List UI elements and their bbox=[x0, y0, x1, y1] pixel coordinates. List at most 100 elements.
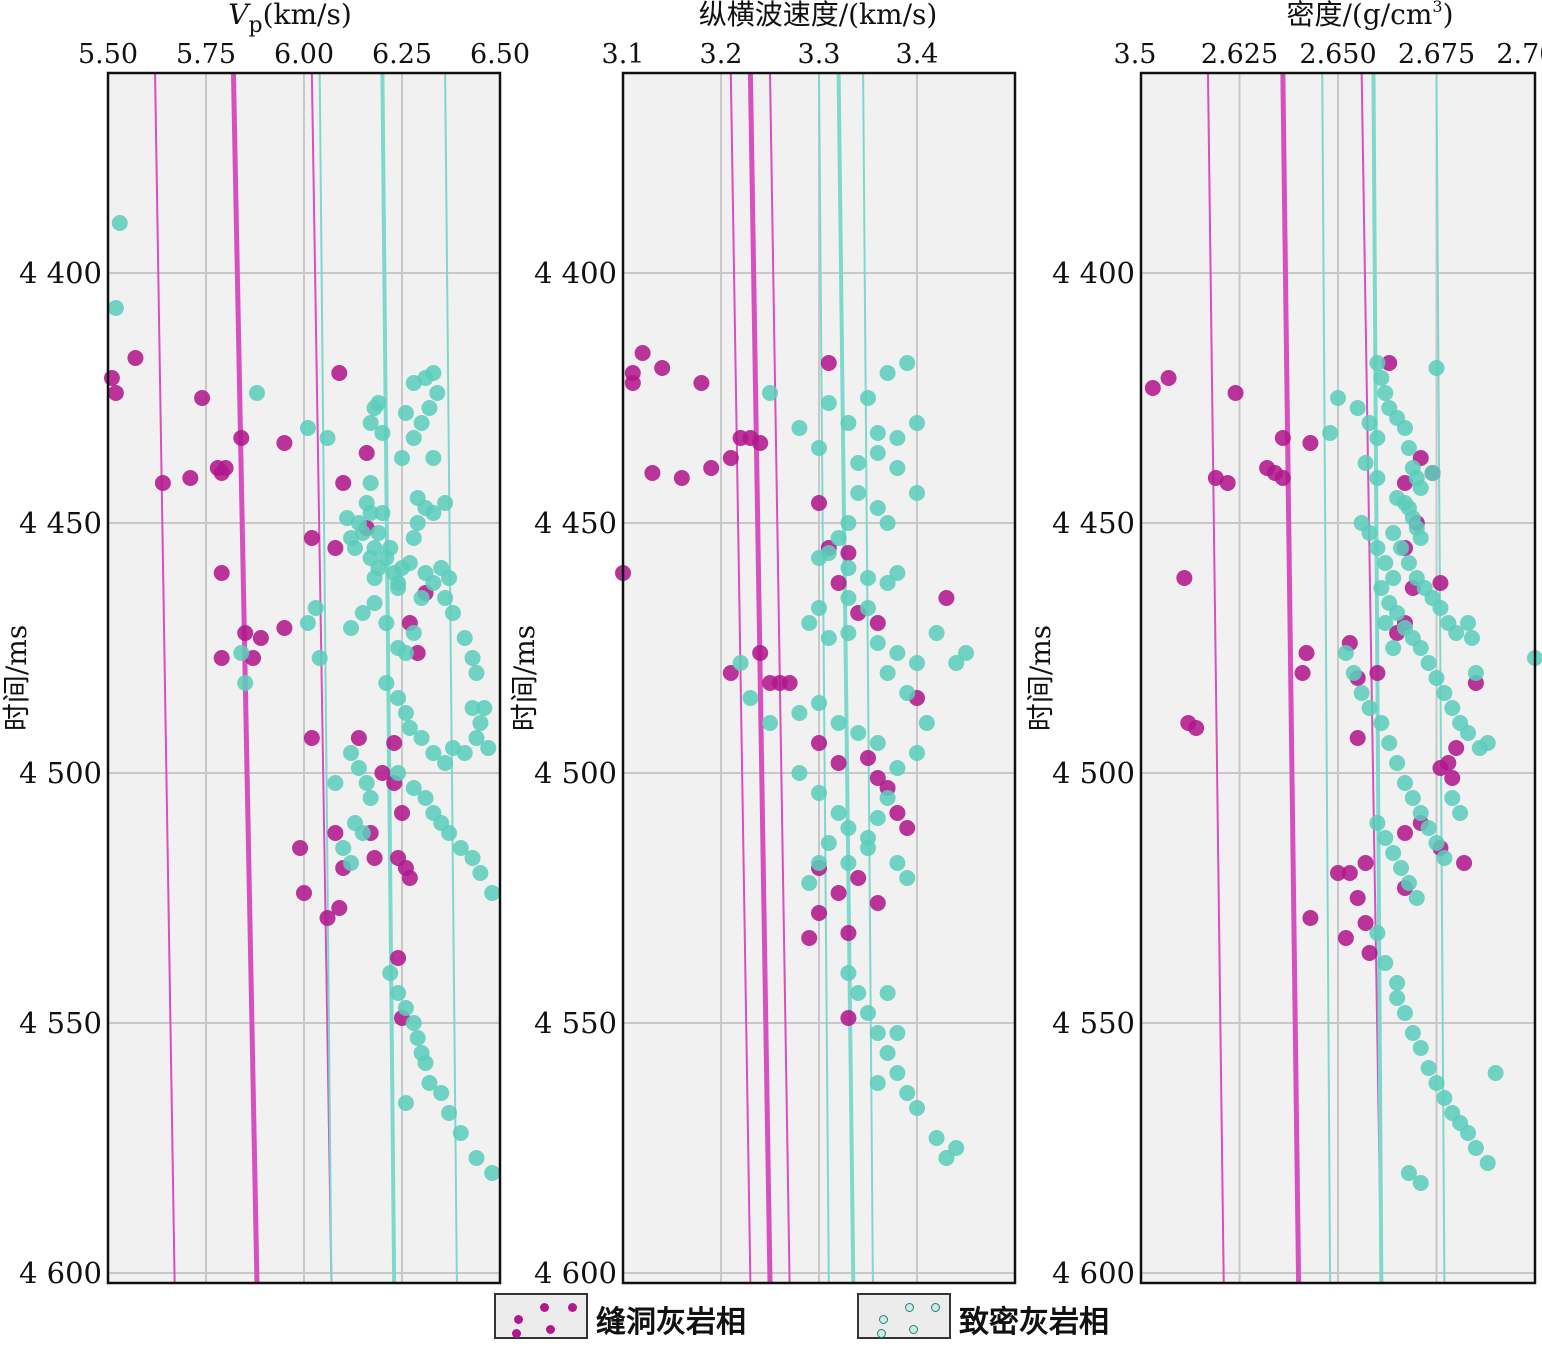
tight-facies-point bbox=[889, 645, 906, 661]
tight-facies-point bbox=[948, 655, 965, 671]
fracture-vug-point bbox=[350, 730, 367, 746]
tight-facies-point bbox=[879, 575, 896, 591]
tight-facies-point bbox=[811, 440, 827, 456]
tight-facies-point bbox=[476, 700, 493, 716]
tight-facies-point bbox=[811, 550, 827, 566]
fracture-vug-point bbox=[1361, 945, 1378, 961]
tight-facies-point bbox=[237, 675, 254, 691]
tight-facies-point bbox=[401, 720, 418, 736]
tight-facies-point bbox=[1369, 470, 1386, 486]
tight-facies-point bbox=[909, 1100, 925, 1116]
fracture-vug-point bbox=[938, 590, 955, 606]
fracture-vug-point bbox=[1349, 730, 1366, 746]
tight-facies-point bbox=[1479, 1155, 1496, 1171]
fracture-vug-point bbox=[213, 565, 230, 581]
y-axis-label: 时间/ms bbox=[0, 625, 33, 731]
tight-facies-point bbox=[909, 415, 925, 431]
fracture-vug-point bbox=[1369, 665, 1386, 681]
legend-dot bbox=[512, 1329, 521, 1338]
fracture-vug-point bbox=[1274, 470, 1291, 486]
fracture-vug-point bbox=[331, 365, 348, 381]
tight-facies-point bbox=[1377, 385, 1394, 401]
fracture-vug-point bbox=[752, 435, 769, 451]
tight-facies-point bbox=[472, 715, 489, 731]
tight-facies-point bbox=[319, 430, 336, 446]
tight-facies-point bbox=[413, 415, 430, 431]
panel-title: 密度/(g/cm3) bbox=[1286, 0, 1453, 31]
tight-facies-point bbox=[1467, 665, 1484, 681]
tight-facies-point bbox=[791, 420, 808, 436]
tight-facies-point bbox=[909, 745, 925, 761]
y-tick-label: 4 450 bbox=[1052, 506, 1135, 540]
tight-facies-point bbox=[811, 600, 827, 616]
x-tick-label: 3.3 bbox=[798, 39, 841, 70]
tight-facies-point bbox=[1487, 1065, 1504, 1081]
tight-facies-point bbox=[1412, 530, 1429, 546]
tight-facies-point bbox=[405, 1015, 422, 1031]
tight-facies-point bbox=[1463, 630, 1480, 646]
tight-facies-point bbox=[1420, 820, 1437, 836]
fracture-vug-point bbox=[703, 460, 720, 476]
y-tick-label: 4 600 bbox=[19, 1256, 102, 1290]
x-tick-label: 3.2 bbox=[700, 39, 743, 70]
tight-facies-point bbox=[433, 1085, 450, 1101]
fracture-vug-point bbox=[394, 805, 410, 821]
fracture-vug-point bbox=[654, 360, 671, 376]
legend-dot bbox=[877, 1329, 886, 1338]
tight-facies-point bbox=[879, 515, 896, 531]
fracture-vug-point bbox=[830, 885, 847, 901]
x-tick-label: 3.5 bbox=[1114, 39, 1157, 70]
tight-facies-point bbox=[358, 495, 375, 511]
fracture-vug-point bbox=[401, 870, 418, 886]
tight-facies-point bbox=[417, 790, 434, 806]
tight-facies-point bbox=[860, 390, 876, 406]
tight-facies-point bbox=[417, 1055, 434, 1071]
tight-facies-point bbox=[840, 855, 857, 871]
y-tick-label: 4 550 bbox=[1052, 1006, 1135, 1040]
panel-title: 纵横波速度/(km/s) bbox=[699, 0, 938, 31]
fracture-vug-point bbox=[781, 675, 798, 691]
tight-facies-point bbox=[850, 985, 867, 1001]
tight-facies-point bbox=[464, 850, 481, 866]
fracture-vug-point bbox=[830, 575, 847, 591]
plot-frame bbox=[1139, 71, 1537, 1285]
facies-boundary-line bbox=[747, 72, 773, 1284]
fracture-vug-point bbox=[292, 840, 309, 856]
fracture-vug-point bbox=[1432, 575, 1449, 591]
tight-facies-point bbox=[354, 825, 371, 841]
tight-facies-point bbox=[374, 425, 391, 441]
tight-facies-point bbox=[869, 425, 886, 441]
tight-facies-point bbox=[1389, 975, 1406, 991]
fracture-vug-point bbox=[327, 540, 344, 556]
tight-facies-point bbox=[444, 605, 461, 621]
y-tick-label: 4 600 bbox=[534, 1256, 617, 1290]
tight-facies-point bbox=[397, 705, 414, 721]
tight-facies-point bbox=[346, 540, 363, 556]
tight-facies-point bbox=[840, 415, 857, 431]
fracture-vug-point bbox=[1227, 385, 1244, 401]
tight-facies-point bbox=[1420, 655, 1437, 671]
tight-facies-point bbox=[421, 1075, 438, 1091]
tight-facies-point bbox=[1322, 425, 1339, 441]
fracture-vug-point bbox=[154, 475, 171, 491]
tight-facies-point bbox=[1448, 625, 1465, 641]
fracture-vug-point bbox=[1448, 740, 1465, 756]
tight-facies-point bbox=[1361, 700, 1378, 716]
tight-facies-point bbox=[1369, 355, 1386, 371]
tight-facies-point bbox=[397, 1000, 414, 1016]
tight-facies-point bbox=[948, 1140, 965, 1156]
fracture-vug-point bbox=[840, 545, 857, 561]
fracture-vug-point bbox=[1294, 665, 1311, 681]
tight-facies-point bbox=[869, 445, 886, 461]
tight-facies-point bbox=[830, 715, 847, 731]
tight-facies-point bbox=[468, 730, 485, 746]
fracture-vug-point bbox=[811, 495, 827, 511]
tight-facies-point bbox=[343, 855, 360, 871]
tight-facies-point bbox=[889, 460, 906, 476]
fracture-vug-point bbox=[182, 470, 199, 486]
tight-facies-point bbox=[484, 885, 501, 901]
tight-facies-point bbox=[811, 785, 827, 801]
y-tick-label: 4 400 bbox=[1052, 256, 1135, 290]
fracture-vug-point bbox=[752, 645, 769, 661]
tight-facies-point bbox=[311, 650, 328, 666]
